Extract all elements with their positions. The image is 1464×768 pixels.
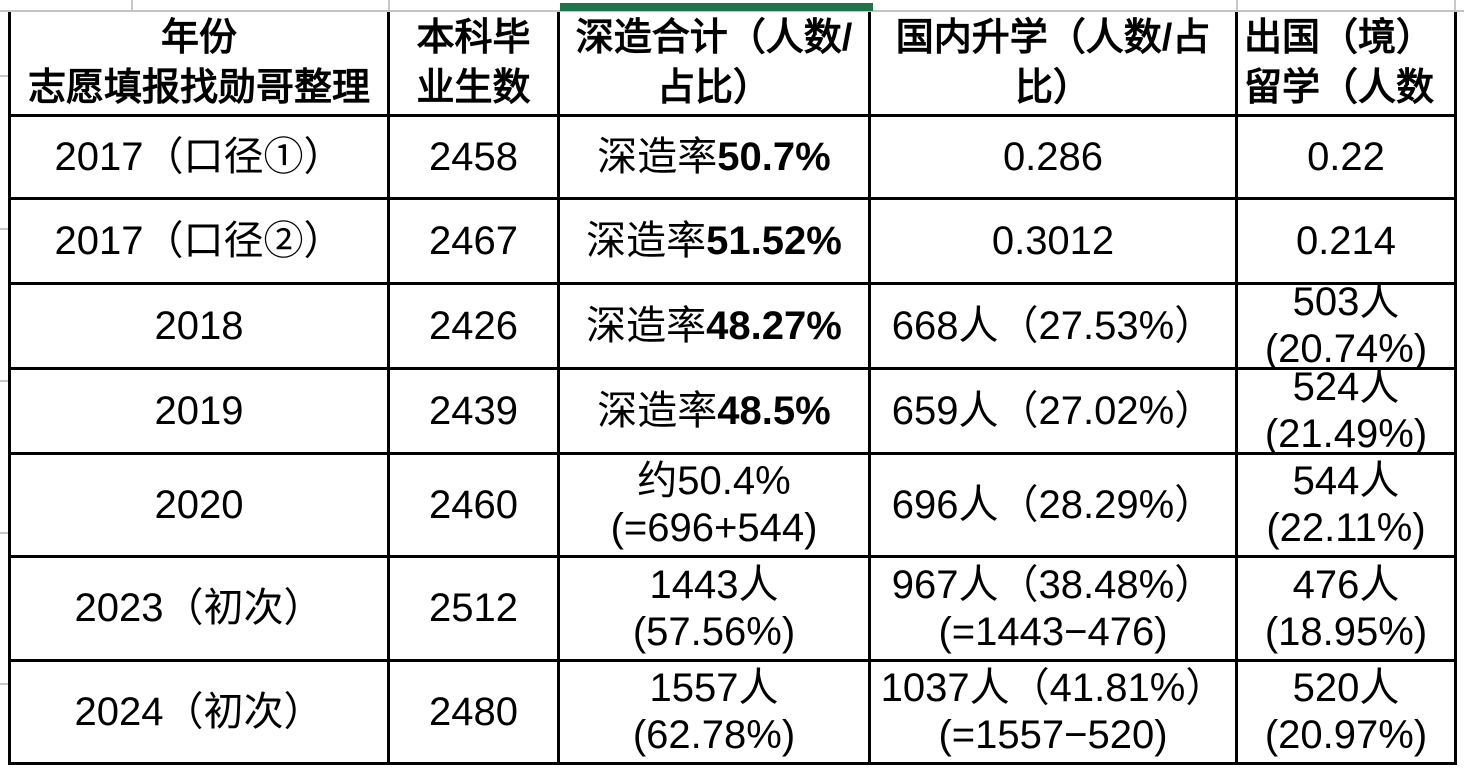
further-study-table: 年份 志愿填报找勋哥整理 本科毕 业生数 深造合计（人数/ 占比） 国内升学（人… bbox=[8, 12, 1457, 765]
cell-abroad: 544人 (22.11%) bbox=[1238, 455, 1457, 558]
cell-domestic: 659人（27.02%） bbox=[871, 370, 1238, 455]
cell-abroad: 0.214 bbox=[1238, 200, 1457, 285]
cell-further: 深造率 48.5% bbox=[560, 370, 871, 455]
gridline-tick bbox=[0, 683, 8, 685]
cell-year: 2023（初次） bbox=[8, 558, 390, 662]
header-further-total: 深造合计（人数/ 占比） bbox=[560, 12, 871, 117]
further-text: 约50.4% (=696+544) bbox=[610, 459, 818, 550]
cell-further: 深造率 51.52% bbox=[560, 200, 871, 285]
cell-year: 2019 bbox=[8, 370, 390, 455]
cell-year: 2017（口径①） bbox=[8, 117, 390, 200]
cell-undergrad: 2480 bbox=[390, 662, 560, 765]
gridline-horizontal bbox=[0, 10, 1464, 12]
header-year: 年份 志愿填报找勋哥整理 bbox=[8, 12, 390, 117]
cell-year: 2020 bbox=[8, 455, 390, 558]
further-rate: 48.5% bbox=[717, 388, 831, 433]
cell-domestic: 0.286 bbox=[871, 117, 1238, 200]
cell-undergrad: 2439 bbox=[390, 370, 560, 455]
header-undergrad-count: 本科毕 业生数 bbox=[390, 12, 560, 117]
further-rate: 50.7% bbox=[717, 134, 831, 179]
cell-undergrad: 2426 bbox=[390, 285, 560, 370]
further-text: 1443人 (57.56%) bbox=[632, 562, 796, 654]
cell-undergrad: 2512 bbox=[390, 558, 560, 662]
cell-domestic: 1037人（41.81%） (=1557−520) bbox=[871, 662, 1238, 765]
gridline-tick bbox=[0, 380, 8, 382]
further-label: 深造率 bbox=[586, 218, 707, 263]
gridline-tick bbox=[1454, 0, 1456, 10]
cell-domestic: 696人（28.29%） bbox=[871, 455, 1238, 558]
header-domestic: 国内升学（人数/占 比） bbox=[871, 12, 1238, 117]
header-abroad: 出国（境） 留学（人数 bbox=[1238, 12, 1457, 117]
gridline-tick bbox=[0, 532, 8, 534]
cell-further: 1443人 (57.56%) bbox=[560, 558, 871, 662]
cell-further: 1557人 (62.78%) bbox=[560, 662, 871, 765]
cell-year: 2024（初次） bbox=[8, 662, 390, 765]
cell-undergrad: 2458 bbox=[390, 117, 560, 200]
cell-abroad: 0.22 bbox=[1238, 117, 1457, 200]
cell-abroad: 503人 (20.74%) bbox=[1238, 285, 1457, 370]
gridline-tick bbox=[131, 0, 133, 10]
cell-abroad: 520人 (20.97%) bbox=[1238, 662, 1457, 765]
gridline-tick bbox=[0, 75, 8, 77]
cell-further: 约50.4% (=696+544) bbox=[560, 455, 871, 558]
cell-year: 2018 bbox=[8, 285, 390, 370]
gridline-tick bbox=[0, 228, 8, 230]
further-label: 深造率 bbox=[586, 303, 707, 348]
cell-year: 2017（口径②） bbox=[8, 200, 390, 285]
further-rate: 51.52% bbox=[706, 218, 842, 263]
further-rate: 48.27% bbox=[706, 303, 842, 348]
cell-undergrad: 2467 bbox=[390, 200, 560, 285]
cell-further: 深造率 50.7% bbox=[560, 117, 871, 200]
cell-undergrad: 2460 bbox=[390, 455, 560, 558]
gridline-tick bbox=[1236, 0, 1238, 10]
gridline-tick bbox=[388, 0, 390, 10]
selection-top-border bbox=[560, 3, 873, 11]
cell-domestic: 967人（38.48%） (=1443−476) bbox=[871, 558, 1238, 662]
cell-further: 深造率 48.27% bbox=[560, 285, 871, 370]
further-label: 深造率 bbox=[597, 134, 718, 179]
cell-domestic: 668人（27.53%） bbox=[871, 285, 1238, 370]
further-label: 深造率 bbox=[597, 388, 718, 433]
further-text: 1557人 (62.78%) bbox=[632, 666, 796, 757]
cell-domestic: 0.3012 bbox=[871, 200, 1238, 285]
cell-abroad: 476人 (18.95%) bbox=[1238, 558, 1457, 662]
cell-abroad: 524人 (21.49%) bbox=[1238, 370, 1457, 455]
